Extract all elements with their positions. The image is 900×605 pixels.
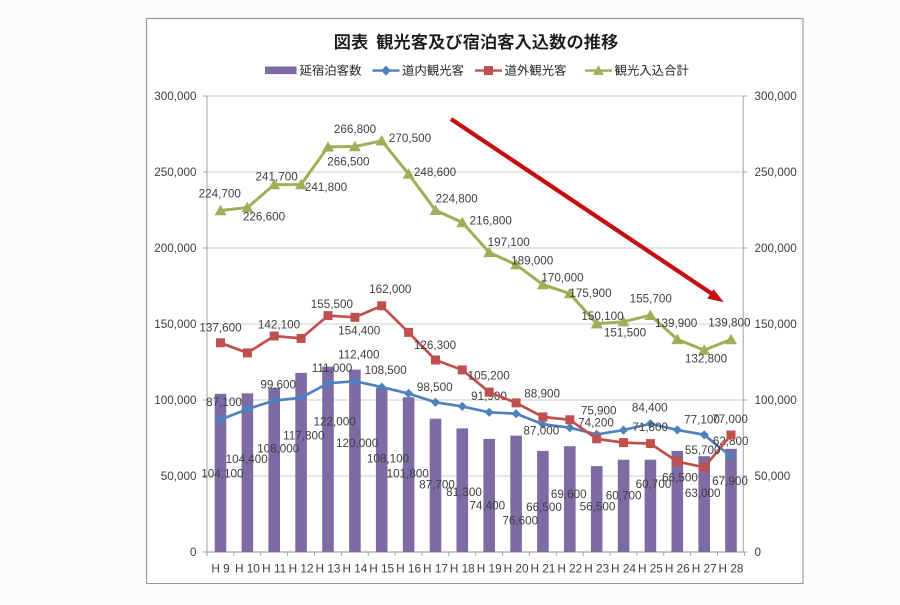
svg-text:87,000: 87,000 bbox=[524, 424, 560, 437]
svg-text:224,800: 224,800 bbox=[436, 192, 479, 205]
svg-text:170,000: 170,000 bbox=[541, 272, 584, 285]
svg-text:132,800: 132,800 bbox=[685, 353, 728, 366]
svg-text:60,700: 60,700 bbox=[636, 478, 672, 491]
svg-text:300,000: 300,000 bbox=[154, 90, 197, 103]
svg-text:H 9: H 9 bbox=[211, 562, 229, 576]
svg-text:H 17: H 17 bbox=[423, 562, 448, 576]
svg-text:248,600: 248,600 bbox=[414, 166, 457, 179]
svg-text:56,500: 56,500 bbox=[580, 501, 616, 514]
svg-text:H 28: H 28 bbox=[719, 562, 744, 576]
svg-text:99,600: 99,600 bbox=[260, 378, 296, 391]
svg-text:241,700: 241,700 bbox=[255, 171, 298, 184]
svg-text:50,000: 50,000 bbox=[161, 470, 197, 483]
svg-text:84,400: 84,400 bbox=[632, 401, 668, 414]
svg-text:75,900: 75,900 bbox=[581, 405, 617, 418]
svg-text:155,500: 155,500 bbox=[311, 298, 354, 311]
svg-text:108,000: 108,000 bbox=[257, 442, 300, 455]
svg-text:105,200: 105,200 bbox=[468, 370, 511, 383]
svg-text:300,000: 300,000 bbox=[755, 90, 798, 103]
svg-text:104,100: 104,100 bbox=[201, 468, 244, 481]
svg-text:108,100: 108,100 bbox=[367, 453, 410, 466]
svg-text:101,800: 101,800 bbox=[387, 468, 430, 481]
svg-text:226,600: 226,600 bbox=[243, 210, 286, 223]
svg-text:100,000: 100,000 bbox=[755, 394, 798, 407]
svg-text:266,800: 266,800 bbox=[334, 123, 377, 136]
svg-text:150,100: 150,100 bbox=[581, 310, 624, 323]
svg-text:H 23: H 23 bbox=[584, 562, 609, 576]
svg-text:216,800: 216,800 bbox=[470, 215, 513, 228]
svg-text:155,700: 155,700 bbox=[630, 292, 673, 305]
svg-text:200,000: 200,000 bbox=[154, 242, 197, 255]
svg-text:87,700: 87,700 bbox=[419, 478, 455, 491]
svg-text:H 12: H 12 bbox=[289, 562, 314, 576]
svg-text:189,000: 189,000 bbox=[511, 255, 554, 268]
svg-text:50,000: 50,000 bbox=[755, 470, 791, 483]
svg-text:H 13: H 13 bbox=[316, 562, 341, 576]
svg-text:77,000: 77,000 bbox=[712, 413, 748, 426]
svg-text:122,000: 122,000 bbox=[313, 416, 356, 429]
svg-text:241,800: 241,800 bbox=[305, 181, 348, 194]
svg-text:151,500: 151,500 bbox=[604, 327, 647, 340]
svg-text:74,200: 74,200 bbox=[578, 417, 614, 430]
svg-text:74,400: 74,400 bbox=[469, 499, 505, 512]
svg-text:H 24: H 24 bbox=[611, 562, 636, 576]
svg-text:63,000: 63,000 bbox=[685, 487, 721, 500]
svg-text:H 27: H 27 bbox=[692, 562, 717, 576]
svg-text:150,000: 150,000 bbox=[755, 318, 798, 331]
svg-text:126,300: 126,300 bbox=[414, 339, 457, 352]
svg-text:H 19: H 19 bbox=[477, 562, 502, 576]
svg-text:117,800: 117,800 bbox=[283, 430, 325, 443]
svg-text:H 11: H 11 bbox=[262, 562, 286, 576]
svg-text:100,000: 100,000 bbox=[154, 394, 197, 407]
svg-text:66,500: 66,500 bbox=[662, 472, 698, 485]
svg-text:250,000: 250,000 bbox=[154, 166, 197, 179]
svg-text:139,900: 139,900 bbox=[655, 317, 698, 330]
svg-text:111,000: 111,000 bbox=[312, 362, 353, 375]
svg-text:71,800: 71,800 bbox=[632, 421, 668, 434]
svg-text:H 10: H 10 bbox=[235, 562, 260, 576]
svg-text:76,600: 76,600 bbox=[502, 514, 538, 527]
svg-text:175,900: 175,900 bbox=[569, 287, 612, 300]
svg-text:0: 0 bbox=[190, 546, 197, 559]
svg-text:H 25: H 25 bbox=[638, 562, 663, 576]
svg-text:162,000: 162,000 bbox=[369, 283, 412, 296]
svg-text:H 22: H 22 bbox=[557, 562, 582, 576]
svg-text:120,000: 120,000 bbox=[336, 437, 379, 450]
svg-text:69,600: 69,600 bbox=[551, 488, 587, 501]
svg-text:270,500: 270,500 bbox=[389, 132, 432, 145]
svg-text:H 16: H 16 bbox=[396, 562, 421, 576]
svg-text:104,400: 104,400 bbox=[226, 453, 269, 466]
svg-text:60,700: 60,700 bbox=[606, 490, 642, 503]
svg-text:154,400: 154,400 bbox=[338, 324, 381, 337]
svg-text:H 14: H 14 bbox=[342, 562, 367, 576]
svg-text:H 21: H 21 bbox=[530, 562, 555, 576]
svg-text:108,500: 108,500 bbox=[365, 364, 408, 377]
svg-text:55,700: 55,700 bbox=[685, 444, 721, 457]
svg-text:H 26: H 26 bbox=[665, 562, 690, 576]
svg-text:81,300: 81,300 bbox=[446, 486, 482, 499]
svg-text:87,100: 87,100 bbox=[206, 396, 242, 409]
svg-text:266,500: 266,500 bbox=[327, 156, 370, 169]
svg-text:67,900: 67,900 bbox=[712, 475, 748, 488]
svg-text:112,400: 112,400 bbox=[338, 349, 380, 362]
svg-text:88,900: 88,900 bbox=[524, 387, 560, 400]
svg-text:77,100: 77,100 bbox=[684, 413, 720, 426]
svg-text:0: 0 bbox=[755, 546, 762, 559]
svg-text:137,600: 137,600 bbox=[199, 322, 242, 335]
svg-text:197,100: 197,100 bbox=[488, 236, 531, 249]
svg-text:H 20: H 20 bbox=[504, 562, 529, 576]
svg-text:139,800: 139,800 bbox=[708, 316, 751, 329]
svg-text:142,100: 142,100 bbox=[258, 319, 301, 332]
svg-text:250,000: 250,000 bbox=[755, 166, 798, 179]
svg-text:200,000: 200,000 bbox=[755, 242, 798, 255]
svg-text:98,500: 98,500 bbox=[417, 381, 453, 394]
svg-text:H 18: H 18 bbox=[450, 562, 475, 576]
svg-text:66,500: 66,500 bbox=[526, 501, 562, 514]
svg-text:224,700: 224,700 bbox=[199, 188, 242, 201]
svg-text:H 15: H 15 bbox=[369, 562, 394, 576]
svg-text:150,000: 150,000 bbox=[154, 318, 197, 331]
